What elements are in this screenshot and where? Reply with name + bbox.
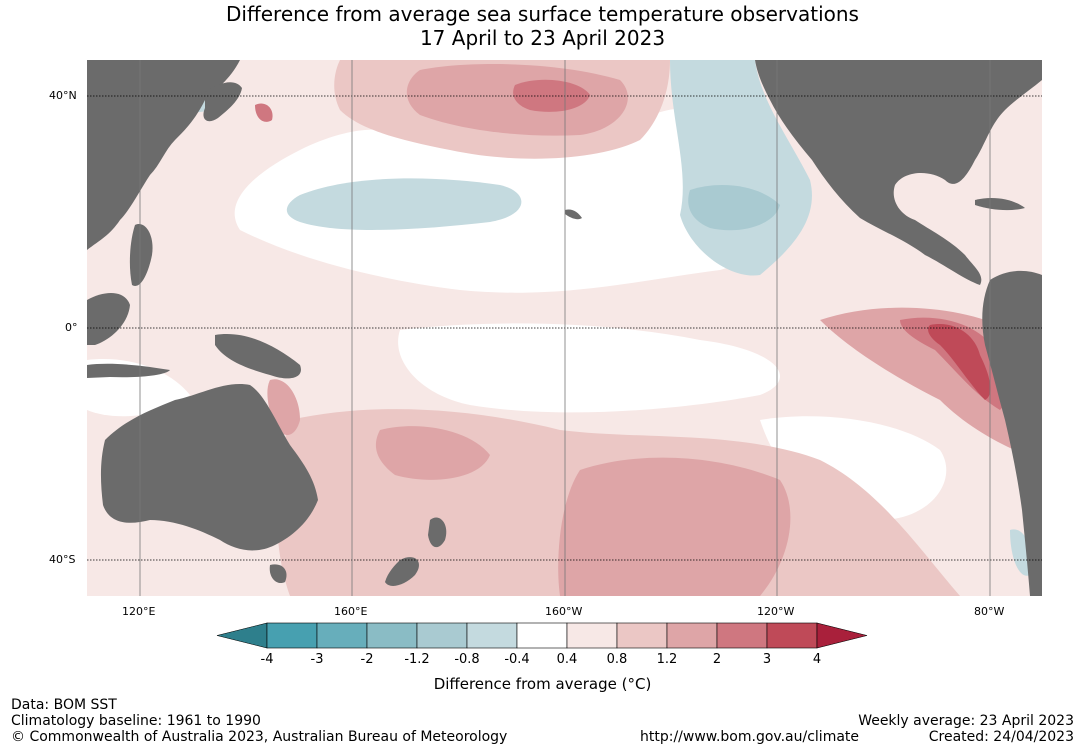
anomaly-warm-japan bbox=[255, 103, 273, 122]
graticule bbox=[87, 60, 1042, 596]
land-new-zealand bbox=[385, 517, 447, 586]
footer-right: Weekly average: 23 April 2023 Created: 2… bbox=[858, 713, 1074, 745]
colorbar-title: Difference from average (°C) bbox=[433, 675, 652, 693]
footer-climatology: Climatology baseline: 1961 to 1990 bbox=[11, 713, 261, 729]
footer-data-source: Data: BOM SST bbox=[11, 697, 117, 713]
anomaly-warm-peru-peak bbox=[928, 324, 991, 400]
footer-left: Data: BOM SST Climatology baseline: 1961… bbox=[11, 697, 507, 745]
lon-label-160e: 160°E bbox=[334, 605, 368, 618]
lat-label-40s: 40°S bbox=[49, 553, 76, 566]
colorbar-tick: 2 bbox=[712, 652, 722, 667]
land-japan bbox=[203, 82, 242, 122]
land-borneo bbox=[87, 293, 130, 345]
land-philippines bbox=[129, 224, 153, 286]
colorbar-tick: -3 bbox=[310, 652, 324, 667]
lat-label-40n: 40°N bbox=[49, 89, 77, 102]
colorbar-tick: -0.8 bbox=[454, 652, 480, 667]
colorbar-swatch bbox=[716, 622, 768, 649]
colorbar-tick: -2 bbox=[360, 652, 374, 667]
lon-label-160w: 160°W bbox=[545, 605, 583, 618]
land-australia bbox=[100, 383, 318, 551]
colorbar-swatch bbox=[616, 622, 668, 649]
land-south-america bbox=[982, 270, 1042, 596]
colorbar-swatch bbox=[666, 622, 718, 649]
land-north-america bbox=[755, 60, 1042, 285]
lat-label-equator: 0° bbox=[65, 321, 78, 334]
colorbar-tick: 0.4 bbox=[556, 652, 578, 667]
colorbar-tick: -4 bbox=[260, 652, 274, 667]
chart-title: Difference from average sea surface temp… bbox=[0, 2, 1085, 50]
land-hawaii bbox=[565, 209, 582, 220]
land-tasmania bbox=[269, 564, 287, 584]
land-indonesia bbox=[87, 363, 170, 378]
colorbar-swatch bbox=[366, 622, 418, 649]
land-cuba bbox=[975, 197, 1025, 211]
title-line-1: Difference from average sea surface temp… bbox=[226, 2, 859, 26]
footer-url[interactable]: http://www.bom.gov.au/climate bbox=[640, 729, 860, 745]
footer-created: Created: 24/04/2023 bbox=[928, 729, 1074, 745]
colorbar-swatch bbox=[466, 622, 518, 649]
land-asia bbox=[87, 60, 240, 250]
anomaly-neutral-east bbox=[760, 416, 947, 520]
colorbar-swatch bbox=[416, 622, 468, 649]
anomaly-warm-south-core bbox=[558, 457, 791, 596]
colorbar-swatch bbox=[766, 622, 818, 649]
lon-label-80w: 80°W bbox=[974, 605, 1005, 618]
anomaly-neutral-equator bbox=[398, 323, 780, 413]
lon-label-120w: 120°W bbox=[757, 605, 795, 618]
colorbar-swatch bbox=[266, 622, 318, 649]
lon-label-120e: 120°E bbox=[122, 605, 156, 618]
anomaly-warm-tasman bbox=[375, 426, 490, 480]
footer-copyright: © Commonwealth of Australia 2023, Austra… bbox=[11, 729, 508, 745]
colorbar-swatch bbox=[566, 622, 618, 649]
colorbar-extend-low bbox=[216, 622, 268, 649]
colorbar-tick: -0.4 bbox=[504, 652, 530, 667]
colorbar-tick: 3 bbox=[762, 652, 772, 667]
colorbar-tick: 4 bbox=[812, 652, 822, 667]
colorbar-tick: -1.2 bbox=[404, 652, 430, 667]
footer-weekly-average: Weekly average: 23 April 2023 bbox=[858, 713, 1074, 729]
colorbar-swatch bbox=[516, 622, 568, 649]
anomaly-warm-north-peak bbox=[513, 79, 590, 112]
land-new-guinea bbox=[215, 334, 301, 379]
anomaly-cool-northeast-core bbox=[688, 185, 780, 231]
colorbar-swatch bbox=[316, 622, 368, 649]
colorbar-tick: 1.2 bbox=[656, 652, 678, 667]
anomaly-cool-central bbox=[286, 178, 522, 230]
colorbar-tick: 0.8 bbox=[606, 652, 628, 667]
title-line-2: 17 April to 23 April 2023 bbox=[419, 26, 666, 50]
colorbar bbox=[216, 622, 868, 649]
colorbar-extend-high bbox=[816, 622, 868, 649]
